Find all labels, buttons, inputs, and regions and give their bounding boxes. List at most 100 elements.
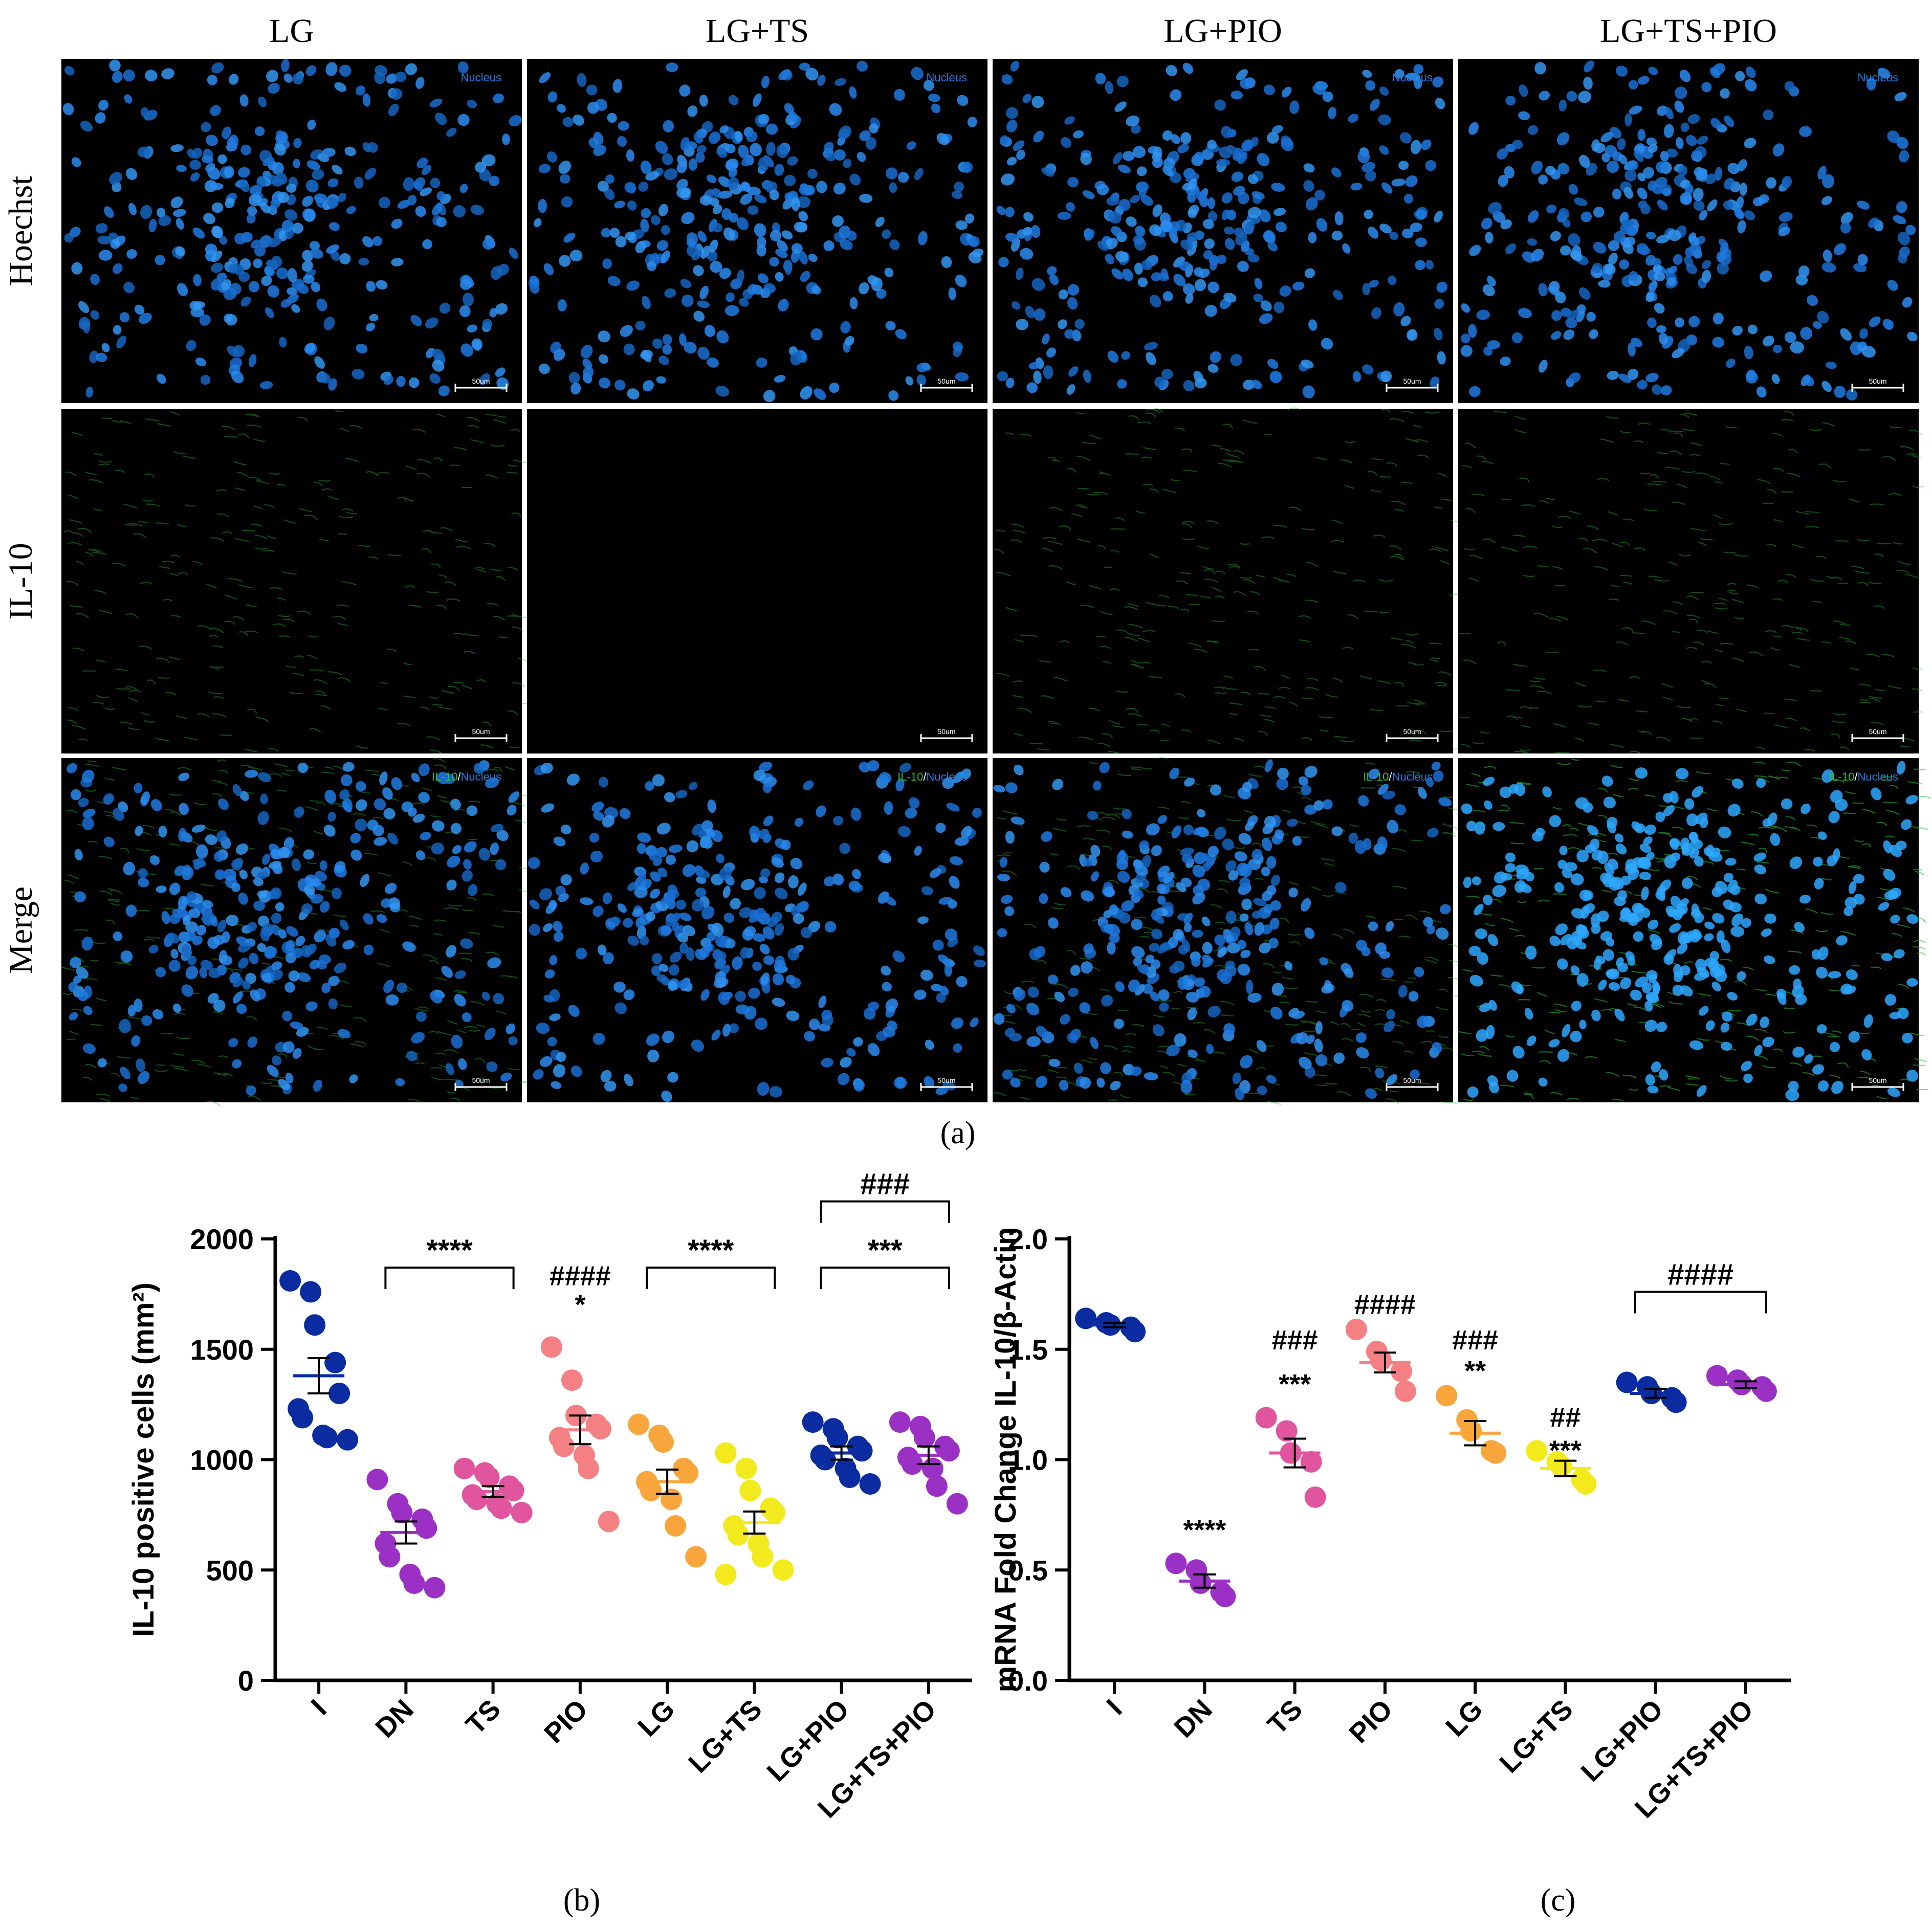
scale-bar-label: 50um	[1869, 1076, 1886, 1084]
y-tick-label: 0	[238, 1665, 254, 1697]
micrograph-tile: IL-10/Nucleus 50um	[993, 757, 1463, 1105]
scale-bar-label: 50um	[937, 377, 955, 385]
data-point	[1390, 1360, 1412, 1382]
data-point	[561, 1369, 583, 1391]
micrograph-tile: Nucleus 50um	[993, 59, 1453, 403]
x-tick-label: PIO	[1343, 1694, 1398, 1749]
x-tick-label: LG	[632, 1694, 680, 1742]
scale-bar-label: 50um	[937, 1076, 955, 1084]
scale-bar-label: 50um	[472, 727, 490, 736]
data-point	[661, 1489, 683, 1511]
data-point	[715, 1442, 737, 1464]
scale-bar-label: 50um	[1403, 377, 1421, 385]
data-point	[913, 1427, 935, 1449]
data-point	[577, 1457, 599, 1479]
caption-a: (a)	[940, 1116, 976, 1150]
scale-bar-label: 50um	[1869, 727, 1886, 736]
y-tick-label: 1.0	[1008, 1444, 1048, 1476]
data-point	[946, 1493, 968, 1515]
data-point	[1394, 1380, 1416, 1402]
significance-bracket	[1634, 1291, 1767, 1314]
data-point	[727, 1524, 749, 1546]
data-point	[553, 1435, 575, 1457]
data-point	[1276, 1420, 1298, 1442]
scale-bar: 50um	[1851, 1076, 1904, 1091]
x-tick-label: LG	[1440, 1694, 1488, 1742]
stain-label: Nucleus	[927, 71, 967, 84]
data-point	[490, 1497, 512, 1519]
significance-bracket	[820, 1267, 950, 1290]
significance-label: ###	[860, 1168, 910, 1201]
data-point	[735, 1457, 757, 1479]
data-point	[628, 1413, 650, 1435]
scale-bar: 50um	[1851, 377, 1904, 392]
data-point	[415, 1517, 437, 1539]
data-point	[652, 1431, 674, 1453]
significance-label: ####	[1667, 1258, 1733, 1292]
data-point	[403, 1572, 425, 1594]
data-point	[324, 1351, 346, 1373]
scale-bar-label: 50um	[1869, 377, 1886, 385]
micrograph-tile: Nucleus 50um	[1458, 59, 1919, 403]
data-point	[1665, 1391, 1687, 1413]
significance-label: *	[575, 1290, 585, 1320]
data-point	[598, 1511, 620, 1533]
significance-bracket	[384, 1267, 515, 1290]
stain-label: IL-10/Nucleus	[897, 770, 967, 783]
data-point	[328, 1383, 350, 1405]
stain-label: IL-10/Nucleus	[1363, 770, 1433, 783]
significance-label: ####	[550, 1261, 611, 1292]
x-tick-label: I	[1101, 1694, 1128, 1721]
x-tick-label: PIO	[538, 1694, 594, 1749]
scale-bar: 50um	[1386, 727, 1439, 742]
micrograph-tile: IL-10/Nucleus 50um	[527, 758, 987, 1102]
il10-signal	[994, 407, 1463, 754]
column-header: LG+TS	[706, 12, 809, 50]
significance-label: ***	[1549, 1435, 1582, 1466]
data-point	[889, 1411, 911, 1433]
scale-bar: 50um	[454, 1076, 508, 1091]
micrograph-tile: 50um	[61, 409, 532, 755]
micrograph-tile: Nucleus 50um	[527, 59, 987, 403]
stain-label: Nucleus	[1858, 71, 1898, 84]
caption-b: (b)	[563, 1883, 600, 1918]
stain-label: IL-10/Nucleus	[1829, 770, 1898, 783]
y-tick-label: 1.5	[1008, 1334, 1048, 1366]
data-point	[478, 1467, 500, 1489]
data-point	[826, 1427, 848, 1449]
scale-bar: 50um	[1386, 1076, 1439, 1091]
data-point	[300, 1281, 322, 1303]
data-point	[1214, 1586, 1236, 1608]
data-point	[1460, 1420, 1482, 1442]
column-header: LG	[269, 12, 314, 50]
significance-label: ****	[1183, 1515, 1226, 1545]
scale-bar-label: 50um	[937, 727, 955, 736]
significance-label: ****	[426, 1234, 473, 1267]
data-point	[379, 1546, 401, 1568]
data-point	[540, 1336, 562, 1358]
data-point	[424, 1577, 446, 1599]
data-point	[337, 1429, 359, 1451]
x-tick-label: DN	[1168, 1694, 1218, 1744]
data-point	[292, 1407, 314, 1429]
data-point	[1345, 1318, 1367, 1340]
data-point	[739, 1479, 761, 1501]
significance-label: ####	[1354, 1290, 1416, 1320]
micrograph-tile: 50um	[527, 409, 987, 753]
y-tick-label: 1000	[190, 1444, 254, 1476]
stain-label: Nucleus	[1392, 71, 1433, 84]
chart-b-il10-positive-cells: 0 500 1000 1500 2000 IL-10 positive cells (mm…	[127, 1168, 972, 1824]
y-axis-label: IL-10 positive cells (mm²)	[127, 1282, 160, 1637]
data-point	[466, 1489, 488, 1511]
x-tick-label: TS	[1262, 1694, 1308, 1740]
x-tick-label: LG+PIO	[1575, 1694, 1670, 1788]
data-point	[640, 1479, 662, 1501]
scale-bar-label: 50um	[472, 377, 490, 385]
tile-background	[527, 409, 987, 753]
tile-background	[993, 758, 1453, 1102]
nuclei	[1461, 761, 1919, 1101]
nuclei	[1460, 60, 1918, 401]
micrograph-tile: 50um	[1458, 409, 1924, 755]
